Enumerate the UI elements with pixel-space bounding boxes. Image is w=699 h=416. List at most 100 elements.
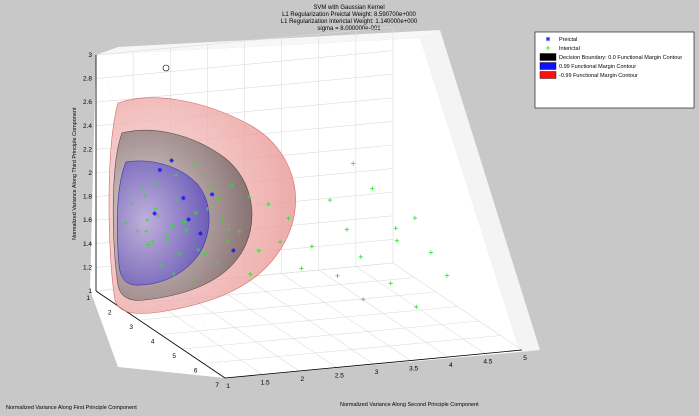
interictal-point	[145, 242, 151, 247]
grid-line	[203, 335, 501, 364]
interictal-point	[142, 192, 148, 198]
interictal-point	[208, 185, 214, 191]
interictal-point	[414, 304, 419, 310]
y-tick-label: 3.5	[409, 366, 418, 373]
decision-surfaces	[108, 97, 296, 314]
legend[interactable]: Preictal Interictal Decision Boundary: 0.0…	[534, 31, 695, 109]
interictal-point	[123, 220, 129, 226]
z-tick-label: 1.8	[83, 194, 92, 201]
legend-marker	[545, 45, 551, 51]
preictal-point	[186, 217, 191, 222]
z-tick-label: 1.2	[83, 264, 92, 271]
interictal-point	[394, 238, 400, 243]
z-tick-label: 2.8	[83, 76, 92, 83]
grid-line	[138, 291, 437, 321]
interictal-point	[154, 183, 159, 188]
interictal-point	[230, 182, 235, 188]
interictal-point	[150, 239, 155, 244]
interictal-point	[193, 210, 199, 216]
legend-label: 0.99 Functional Margin Contour	[559, 64, 636, 70]
z-tick-label: 2.4	[83, 123, 92, 130]
interictal-point	[174, 197, 180, 202]
z-tick-label: 2.6	[83, 99, 92, 106]
interictal-point	[190, 279, 196, 284]
x-tick-label: 3	[129, 324, 133, 331]
z-tick-label: 2.2	[83, 146, 92, 153]
interictal-point	[226, 227, 232, 233]
legend-swatch	[539, 62, 557, 70]
interictal-point	[182, 220, 187, 225]
z-tick-label: 1.6	[83, 217, 92, 224]
interictal-point	[135, 228, 140, 234]
z-axis-label: Normalized Variance Along Third Principl…	[72, 107, 78, 240]
grid-line	[160, 306, 458, 335]
x-tick-label: 2	[108, 310, 112, 317]
grid-line	[181, 320, 480, 350]
interictal-point	[216, 196, 221, 202]
y-tick-label: 2	[300, 376, 304, 383]
legend-entry[interactable]: Decision Boundary: 0.0 Functional Margin…	[539, 53, 682, 62]
interictal-point	[215, 260, 220, 266]
interictal-point	[277, 239, 283, 244]
legend-entry[interactable]: 0.99 Functional Margin Contour	[539, 62, 636, 71]
title-line: L1 Regularization Preictal Weight: 8.590…	[282, 12, 416, 18]
y-tick-label: 2.5	[335, 373, 344, 380]
z-tick-label: 1	[88, 288, 92, 295]
y-axis-label: Normalized Variance Along Second Princip…	[340, 402, 479, 408]
preictal-point	[157, 167, 163, 173]
preictal-point	[198, 231, 203, 236]
interictal-point	[344, 227, 350, 232]
interictal-point	[327, 197, 333, 203]
preictal-point	[181, 195, 186, 201]
interictal-point	[220, 217, 225, 222]
legend-entry[interactable]: Preictal	[545, 36, 578, 43]
y-axis-line	[224, 349, 523, 379]
legend-label: Preictal	[559, 37, 577, 43]
interictal-point	[159, 263, 165, 269]
legend-entry[interactable]: -0.99 Functional Margin Contour	[539, 71, 638, 80]
x-tick-label: 4	[151, 339, 155, 346]
y-tick-label: 4.5	[483, 359, 492, 366]
interictal-point	[184, 227, 189, 233]
y-tick-label: 3	[375, 369, 379, 376]
interictal-point	[350, 161, 356, 166]
interictal-point	[143, 229, 149, 234]
interictal-point	[370, 186, 375, 191]
interictal-point	[335, 273, 340, 278]
interictal-point	[412, 215, 418, 221]
interictal-point	[192, 162, 198, 168]
interictal-point	[164, 237, 169, 242]
interictal-point	[428, 250, 434, 255]
interictal-point	[140, 185, 146, 190]
interictal-point	[248, 271, 253, 277]
y-tick-label: 1	[226, 383, 230, 390]
interictal-point	[153, 206, 158, 211]
interictal-point	[247, 194, 252, 199]
interictal-point	[145, 217, 150, 223]
chart-title: SVM with Gaussian Kernel L1 Regularizati…	[281, 5, 418, 32]
interictal-point	[133, 257, 138, 262]
x-axis-label: Normalized Variance Along First Principl…	[6, 405, 137, 411]
y-tick-label: 5	[523, 355, 527, 362]
interictal-point	[444, 273, 450, 278]
x-tick-label: 6	[194, 368, 198, 375]
preictal-point	[209, 192, 215, 197]
legend-entry[interactable]: Interictal	[545, 45, 580, 52]
interictal-point	[388, 281, 393, 286]
legend-swatch	[539, 71, 557, 79]
rotate-cursor-icon	[162, 64, 170, 72]
interictal-point	[170, 224, 175, 229]
interictal-point	[393, 226, 398, 231]
interictal-point	[286, 216, 291, 221]
z-tick-labels: 1 1.2 1.4 1.6 1.8 2 2.2 2.4 2.6 2.8 3	[83, 52, 92, 295]
legend-label: Decision Boundary: 0.0 Functional Margin…	[559, 55, 682, 61]
interictal-point	[256, 248, 261, 253]
x-tick-labels: 1 2 3 4 5 6 7	[86, 295, 219, 389]
interictal-point	[196, 247, 201, 252]
legend-swatch	[539, 53, 557, 61]
interictal-point	[155, 213, 160, 218]
interictal-point	[266, 202, 271, 207]
interictal-point	[299, 266, 304, 271]
x-tick-label: 7	[215, 382, 219, 389]
